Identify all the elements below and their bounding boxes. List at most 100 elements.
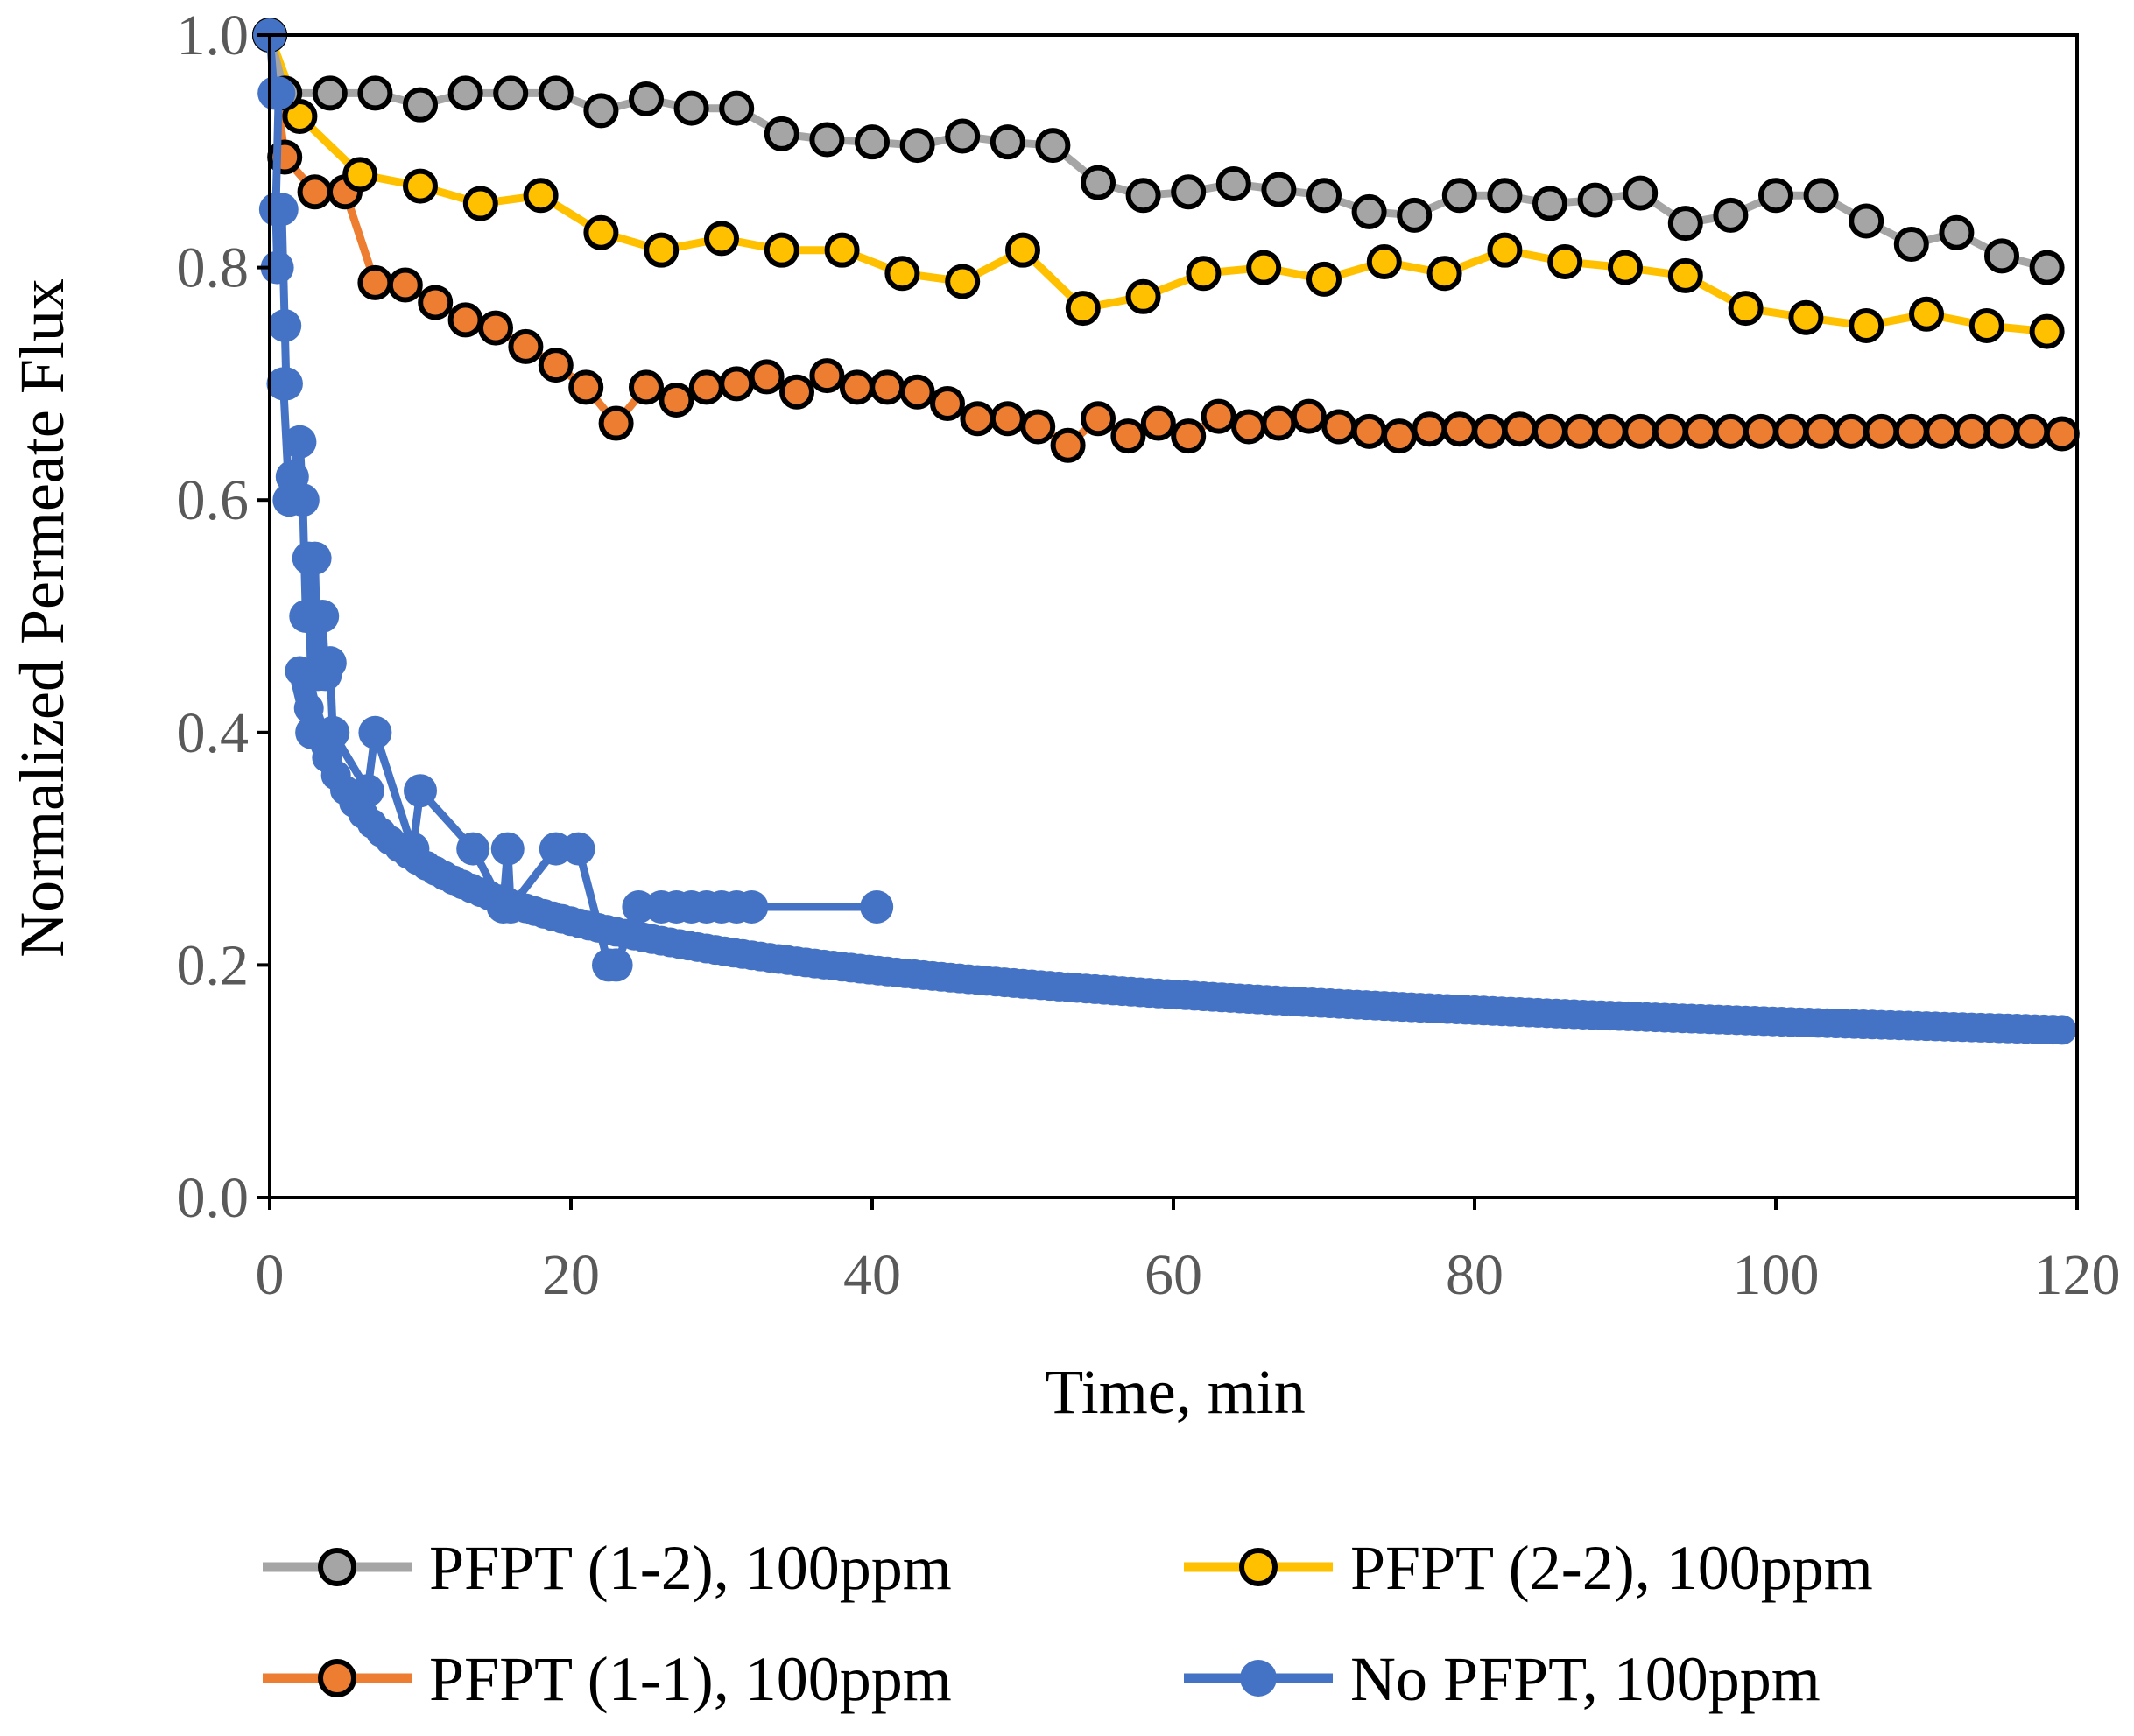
y-axis-title: Normalized Permeate Flux [7, 278, 77, 958]
x-tick-labels: 0 20 40 60 80 100 120 [256, 1243, 2121, 1307]
data-point [1171, 174, 1207, 210]
y-tick-label: 0.6 [177, 468, 250, 532]
legend-label: PFPT (1-1), 100ppm [429, 1644, 952, 1714]
x-axis-title: Time, min [1045, 1357, 1305, 1427]
data-point [1005, 232, 1040, 268]
series-0 [252, 18, 2065, 285]
y-tick-label: 0.0 [177, 1166, 250, 1230]
series-line [265, 33, 2048, 271]
series-2 [252, 18, 2080, 463]
data-point [387, 267, 423, 303]
data-point [1140, 405, 1176, 441]
data-point [1893, 413, 1929, 449]
legend-marker [1240, 1660, 1277, 1697]
data-point [493, 75, 529, 111]
data-point [2014, 413, 2050, 449]
data-point [404, 774, 437, 808]
data-point [508, 328, 544, 364]
y-tick-label: 0.8 [177, 236, 250, 300]
data-point [403, 87, 438, 123]
data-point [447, 75, 483, 111]
data-point [1306, 178, 1342, 214]
data-point [1532, 186, 1567, 221]
data-point [1171, 418, 1207, 454]
data-point [1081, 401, 1116, 437]
data-point [1441, 178, 1477, 214]
data-point [1562, 413, 1598, 449]
data-point [809, 122, 845, 158]
legend-item: PFPT (1-1), 100ppm [263, 1644, 952, 1714]
data-point [1834, 413, 1869, 449]
x-tick-label: 40 [843, 1243, 901, 1307]
data-point [1351, 193, 1387, 229]
y-tick-labels: 0.0 0.2 0.4 0.6 0.8 1.0 [177, 4, 250, 1230]
data-point [313, 646, 347, 680]
data-point [1547, 243, 1583, 279]
data-point [1803, 413, 1839, 449]
data-point [1291, 398, 1327, 434]
data-point [945, 118, 981, 154]
data-point [1652, 413, 1688, 449]
data-point [1412, 411, 1447, 447]
data-point [266, 367, 300, 401]
data-point [1728, 291, 1764, 327]
y-tick-label: 0.4 [177, 701, 250, 765]
data-point [1306, 261, 1342, 297]
legend-marker [318, 1659, 356, 1697]
data-point [1231, 409, 1266, 445]
data-point [1261, 405, 1297, 441]
data-point [1366, 243, 1402, 279]
data-point [1125, 178, 1161, 214]
data-point [1683, 413, 1718, 449]
x-tick-label: 80 [1446, 1243, 1504, 1307]
data-point [1849, 203, 1884, 239]
data-point [1909, 296, 1944, 332]
data-point [2044, 416, 2080, 452]
curve-point [293, 693, 324, 724]
legend-label: No PFPT, 100ppm [1350, 1644, 1821, 1714]
data-point [1487, 178, 1523, 214]
axes [257, 33, 2079, 1210]
plot-area [252, 18, 2080, 1045]
data-point [824, 232, 860, 268]
data-point [1397, 197, 1433, 233]
data-point [809, 358, 845, 394]
data-point [1592, 413, 1628, 449]
data-point [1125, 278, 1161, 314]
data-point [316, 715, 350, 749]
legend-item: No PFPT, 100ppm [1184, 1644, 1821, 1714]
data-point [1743, 413, 1778, 449]
data-point [945, 264, 981, 299]
series-1 [252, 18, 2065, 349]
data-point [418, 285, 454, 320]
data-point [839, 369, 875, 405]
data-point [350, 774, 384, 808]
data-point [358, 715, 392, 749]
x-tick-label: 100 [1733, 1243, 1820, 1307]
x-tick-label: 60 [1144, 1243, 1202, 1307]
data-point [673, 90, 709, 126]
data-point [403, 168, 438, 204]
data-point [735, 890, 769, 924]
data-point [1532, 413, 1567, 449]
curve-point [2046, 1015, 2077, 1045]
data-point [1351, 413, 1387, 449]
data-point [1667, 206, 1703, 242]
data-point [1984, 238, 2019, 274]
data-point [764, 116, 799, 151]
data-point [1246, 250, 1282, 285]
data-point [1215, 165, 1251, 201]
y-tick-label: 0.2 [177, 933, 250, 997]
legend-marker [318, 1548, 356, 1586]
data-point [264, 193, 299, 227]
data-point [1713, 413, 1749, 449]
data-point [583, 214, 619, 250]
data-point [1382, 418, 1417, 454]
data-point [1608, 250, 1643, 285]
x-tick-label: 120 [2034, 1243, 2121, 1307]
data-point [719, 366, 755, 402]
data-point [447, 302, 483, 338]
data-point [899, 128, 935, 164]
data-point [884, 256, 920, 292]
legend-item: PFPT (2-2), 100ppm [1184, 1533, 1873, 1603]
